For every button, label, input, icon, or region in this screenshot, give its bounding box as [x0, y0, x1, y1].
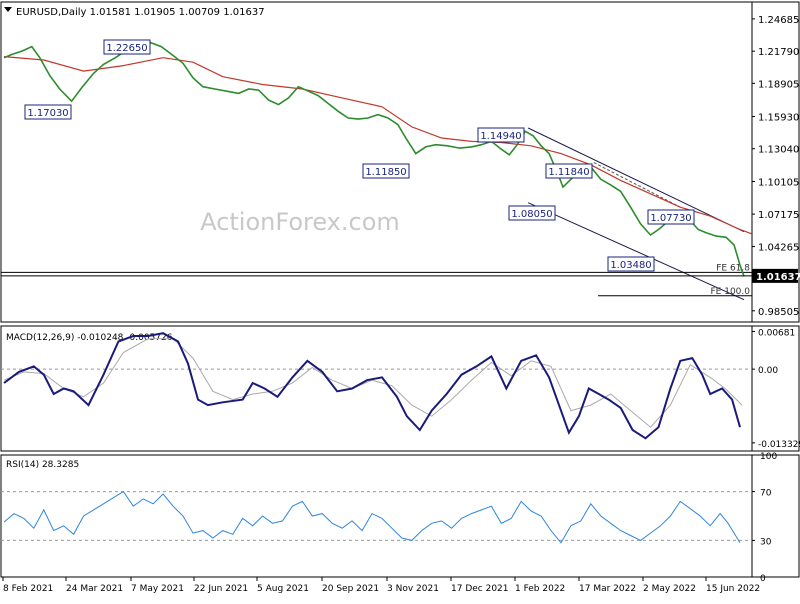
macd-y-tick-label: 0.00681 — [758, 328, 795, 338]
current-price-box — [752, 268, 798, 283]
x-tick-label: 8 Feb 2021 — [3, 584, 53, 594]
price-annotation-box — [607, 256, 655, 272]
watermark-text: ActionForex.com — [200, 208, 400, 236]
fib-level-label: FE 100.0 — [711, 287, 751, 297]
x-tick-label: 5 Aug 2021 — [257, 584, 309, 594]
rsi-y-tick-label: 100 — [760, 452, 777, 462]
panel-frame-price — [0, 1, 800, 323]
price-y-tick-label: 1.24685 — [758, 15, 799, 26]
fib-level-label: FE 61.8 — [716, 263, 750, 273]
x-tick-label: 7 May 2021 — [131, 584, 184, 594]
price-annotation-box — [103, 39, 151, 55]
price-y-tick-label: 1.21790 — [758, 47, 799, 58]
channel-upper-line — [527, 127, 745, 233]
price-annotation-label: 1.07730 — [650, 213, 691, 224]
x-tick-label: 2 May 2022 — [643, 584, 696, 594]
price-annotation-label: 1.22650 — [106, 43, 147, 54]
price-annotation-box — [362, 163, 410, 179]
price-annotation-label: 1.17030 — [27, 108, 68, 119]
macd-y-tick-label: -0.013329 — [758, 440, 800, 450]
price-y-tick-label: 1.04265 — [758, 243, 799, 254]
price-annotation-box — [508, 205, 556, 221]
rsi-y-tick-label: 0 — [760, 574, 766, 584]
rsi-label: RSI(14) 28.3285 — [6, 460, 79, 470]
price-annotation-label: 1.11840 — [548, 167, 589, 178]
price-y-tick-label: 1.13040 — [758, 145, 799, 156]
sma-line — [3, 56, 753, 235]
price-y-tick-label: 1.10105 — [758, 177, 799, 188]
panel-frame-rsi — [0, 454, 800, 578]
price-annotation-label: 1.14940 — [480, 131, 521, 142]
x-tick-label: 17 Dec 2021 — [451, 584, 509, 594]
price-y-tick-label: 0.98505 — [758, 307, 799, 318]
price-y-tick-label: 1.15930 — [758, 113, 799, 124]
rsi-y-tick-label: 30 — [760, 537, 772, 547]
x-tick-label: 1 Feb 2022 — [515, 584, 565, 594]
x-tick-label: 3 Nov 2021 — [387, 584, 439, 594]
macd-signal-line — [3, 338, 743, 428]
x-tick-label: 15 Jun 2022 — [706, 584, 760, 594]
macd-line — [3, 332, 741, 440]
price-annotation-box — [545, 163, 593, 179]
x-tick-label: 20 Sep 2021 — [322, 584, 379, 594]
price-y-tick-label: 1.18905 — [758, 79, 799, 90]
price-annotation-box — [477, 127, 525, 143]
x-tick-label: 24 Mar 2021 — [66, 584, 123, 594]
current-price-label: 1.01637 — [756, 272, 800, 283]
price-annotation-box — [647, 209, 695, 225]
price-y-tick-label: 1.07175 — [758, 210, 799, 221]
x-tick-label: 22 Jun 2021 — [194, 584, 248, 594]
panel-frame-macd — [0, 325, 800, 452]
price-annotation-label: 1.11850 — [365, 167, 406, 178]
macd-y-tick-label: 0.00 — [758, 366, 778, 376]
channel-lower-line — [527, 202, 745, 301]
price-annotation-label: 1.08050 — [511, 209, 552, 220]
rsi-line — [3, 490, 741, 544]
price-annotation-box — [24, 104, 72, 120]
x-tick-label: 17 Mar 2022 — [579, 584, 636, 594]
price-title: EURUSD,Daily 1.01581 1.01905 1.00709 1.0… — [16, 7, 265, 18]
projection-dashed-line — [593, 162, 681, 208]
panel-menu-icon — [4, 7, 12, 12]
price-annotation-label: 1.03480 — [610, 260, 651, 271]
macd-label: MACD(12,26,9) -0.010248 -0.005726 — [6, 333, 173, 343]
rsi-y-tick-label: 70 — [760, 489, 772, 499]
